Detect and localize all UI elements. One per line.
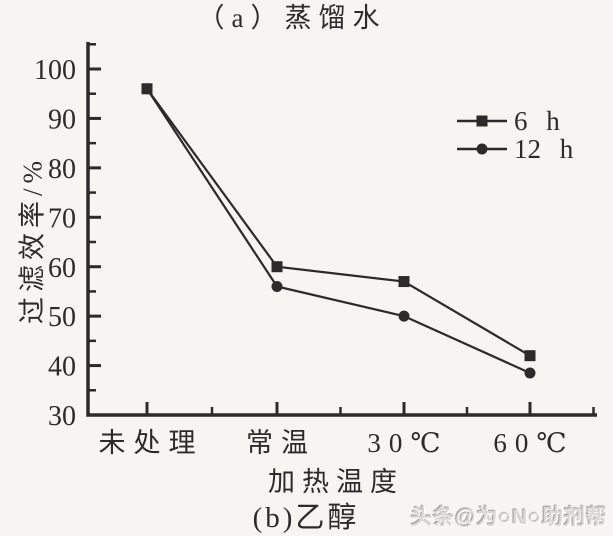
y-tick-label: 40 [48, 352, 76, 383]
y-tick-label: 50 [48, 302, 76, 333]
y-tick-label: 90 [48, 105, 76, 136]
legend-item: 12 h [457, 134, 574, 164]
data-point-marker [271, 280, 283, 292]
x-axis-title: 加热温度 [268, 467, 404, 497]
y-tick-label: 70 [48, 203, 76, 234]
series-line [146, 88, 531, 374]
legend-marker [476, 143, 488, 155]
series-6-h [141, 83, 536, 362]
y-axis-ticks: 30 40 50 60 70 80 90 100 [34, 43, 101, 432]
x-tick-label: 常温 [246, 428, 316, 458]
data-point-marker [524, 350, 536, 362]
bottom-figure-caption: (b)乙醇 [252, 502, 360, 534]
legend-label: 6 h [514, 106, 560, 136]
series-12-h [141, 83, 536, 379]
data-point-marker [398, 276, 410, 288]
legend: 6 h12 h [457, 106, 574, 164]
legend-marker [476, 115, 488, 127]
x-axis-ticks: 未处理 常温 30℃ 60℃ [99, 402, 595, 458]
data-point-marker [141, 83, 153, 95]
top-figure-caption: （a）蒸馏水 [197, 3, 387, 33]
y-tick-label: 30 [48, 401, 76, 432]
axis-lines [86, 42, 597, 417]
y-tick-label: 100 [34, 55, 76, 86]
data-point-marker [398, 310, 410, 322]
series-line [146, 88, 531, 357]
data-point-marker [524, 367, 536, 379]
legend-label: 12 h [514, 134, 574, 164]
x-tick-label: 未处理 [99, 428, 204, 458]
y-tick-label: 60 [48, 253, 76, 284]
y-tick-label: 80 [48, 154, 76, 185]
watermark: 头条@为○N○助剂帮 [410, 506, 608, 529]
x-tick-label: 60℃ [493, 428, 574, 458]
data-point-marker [271, 261, 283, 273]
axes [86, 42, 597, 417]
legend-item: 6 h [457, 106, 560, 136]
x-tick-label: 30℃ [367, 428, 448, 458]
y-axis-title: 过滤效率/% [17, 156, 48, 324]
